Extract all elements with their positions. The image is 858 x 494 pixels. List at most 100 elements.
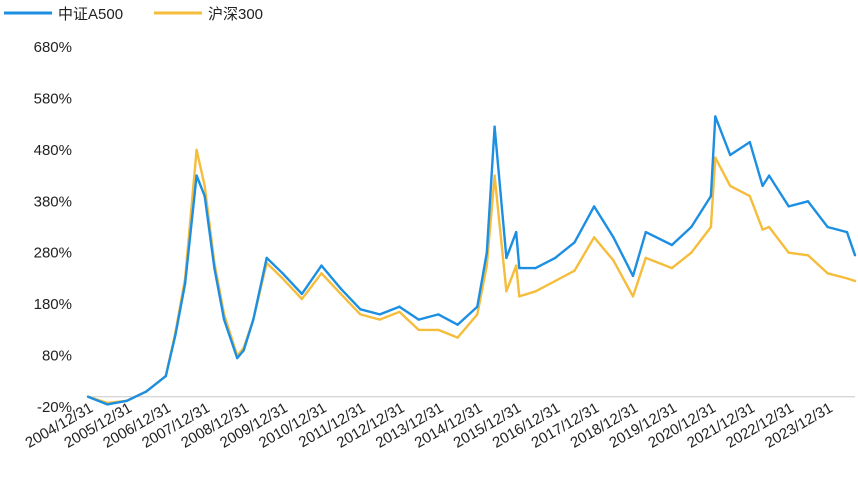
data-point: [806, 254, 810, 257]
data-point: [281, 277, 284, 280]
data-point: [265, 256, 268, 260]
data-point: [787, 205, 790, 208]
data-point: [853, 254, 857, 257]
data-point: [145, 390, 148, 393]
data-point: [417, 328, 420, 332]
data-point: [456, 336, 459, 339]
series-lines: [86, 115, 857, 406]
data-point: [573, 241, 576, 244]
data-point: [437, 328, 440, 332]
y-tick-label: -20%: [37, 399, 72, 416]
data-point: [573, 269, 576, 272]
data-point: [631, 274, 635, 278]
data-point: [300, 292, 304, 296]
data-point: [86, 395, 90, 398]
data-point: [631, 295, 635, 298]
data-point: [644, 256, 647, 260]
data-point: [670, 266, 674, 270]
data-point: [174, 333, 177, 337]
y-axis-labels: 680% 580% 480% 380% 280% 180% 80% -20%: [34, 39, 72, 416]
legend-label: 中证A500: [58, 6, 123, 23]
data-point: [853, 279, 857, 283]
data-point: [476, 313, 479, 316]
data-point: [359, 308, 362, 311]
data-point: [437, 313, 440, 316]
data-point: [748, 140, 751, 144]
data-point: [476, 305, 479, 308]
data-point: [767, 225, 771, 229]
chart-legend: 中证A500 沪深300: [4, 6, 263, 23]
data-point: [709, 225, 713, 229]
data-point: [195, 148, 198, 152]
y-tick-label: 180%: [34, 296, 72, 313]
data-point: [320, 272, 323, 275]
data-point: [518, 295, 521, 298]
data-point: [761, 228, 764, 231]
data-point: [592, 236, 596, 239]
data-point: [690, 225, 693, 229]
data-point: [761, 184, 764, 188]
data-point: [505, 256, 508, 260]
data-point: [203, 184, 206, 188]
data-point: [300, 297, 304, 301]
y-tick-label: 280%: [34, 245, 72, 262]
data-point: [845, 277, 849, 280]
y-tick-label: 480%: [34, 142, 72, 159]
data-point: [767, 174, 771, 177]
data-point: [845, 230, 849, 234]
data-point: [493, 125, 496, 128]
data-point: [554, 279, 557, 283]
data-point: [709, 194, 713, 198]
data-point: [612, 259, 615, 262]
data-point: [378, 313, 381, 316]
data-point: [222, 318, 226, 321]
data-point: [339, 292, 342, 296]
data-point: [505, 290, 508, 293]
data-point: [125, 399, 129, 402]
data-point: [213, 266, 216, 270]
data-point: [398, 310, 401, 314]
data-point: [554, 256, 557, 260]
data-point: [203, 194, 206, 198]
data-point: [612, 236, 615, 239]
data-point: [826, 272, 829, 275]
data-point: [729, 184, 732, 188]
data-point: [714, 156, 717, 159]
data-point: [714, 115, 717, 118]
data-point: [398, 305, 401, 308]
data-point: [485, 251, 488, 254]
series-line: [87, 115, 857, 406]
data-point: [515, 264, 518, 267]
data-point: [456, 323, 459, 326]
y-tick-label: 580%: [34, 90, 72, 107]
data-point: [518, 266, 521, 270]
data-point: [195, 174, 198, 177]
x-axis-labels: 2004/12/312005/12/312006/12/312007/12/31…: [22, 399, 835, 451]
y-tick-label: 80%: [42, 348, 72, 365]
data-point: [534, 290, 537, 293]
data-point: [339, 287, 342, 290]
data-point: [378, 318, 381, 321]
data-point: [359, 313, 362, 316]
data-point: [320, 264, 323, 267]
data-point: [748, 194, 751, 198]
data-point: [644, 230, 647, 234]
data-point: [106, 403, 109, 406]
data-point: [281, 272, 284, 275]
data-point: [729, 153, 732, 157]
data-point: [515, 230, 518, 234]
data-point: [826, 225, 829, 229]
data-point: [242, 349, 245, 352]
data-point: [592, 205, 596, 208]
data-point: [164, 374, 167, 378]
data-point: [493, 174, 496, 177]
data-point: [417, 318, 420, 321]
legend-label: 沪深300: [208, 6, 263, 23]
y-tick-label: 380%: [34, 193, 72, 210]
data-point: [252, 318, 255, 321]
y-tick-label: 680%: [34, 39, 72, 56]
data-point: [690, 251, 693, 254]
data-point: [534, 266, 537, 270]
data-point: [787, 251, 790, 254]
